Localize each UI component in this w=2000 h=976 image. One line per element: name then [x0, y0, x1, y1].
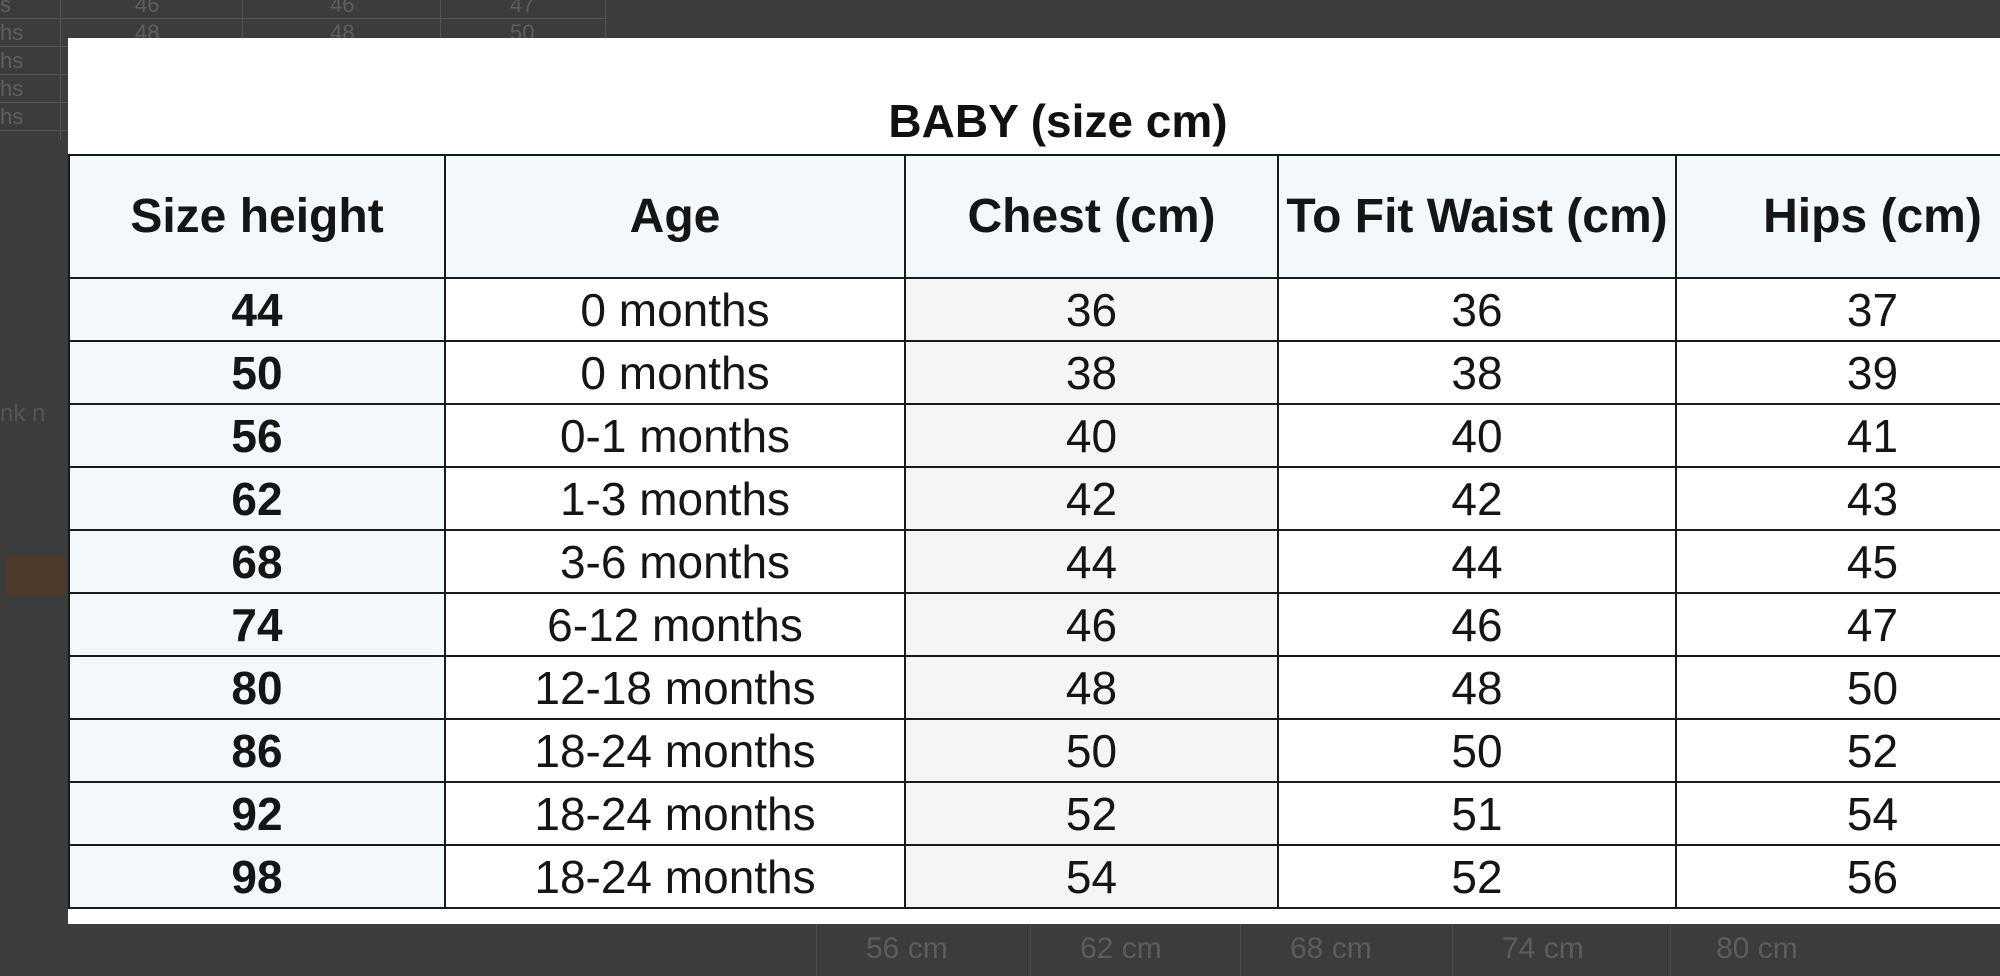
- background-divider: [1240, 924, 1241, 976]
- size-chart-modal: BABY (size cm) Size height Age Chest (cm…: [68, 38, 2000, 924]
- background-table-row: s 46 46 47: [0, 0, 606, 19]
- table-row: 50 0 months 38 38 39: [68, 340, 2000, 405]
- background-cell: 68 cm: [1290, 932, 1372, 965]
- cell-age: 12-18 months: [444, 655, 906, 720]
- background-cell: s: [0, 0, 11, 17]
- table-header-row: Size height Age Chest (cm) To Fit Waist …: [68, 154, 2000, 279]
- cell-waist: 38: [1277, 340, 1677, 405]
- cell-chest: 52: [904, 781, 1279, 846]
- cell-size: 80: [68, 655, 446, 720]
- background-cell: 46: [330, 0, 355, 17]
- background-cell: 56 cm: [866, 932, 948, 965]
- cell-waist: 42: [1277, 466, 1677, 531]
- background-text: nk n: [0, 400, 46, 427]
- cell-chest: 46: [904, 592, 1279, 657]
- header-hips: Hips (cm): [1675, 154, 2000, 279]
- cell-waist: 44: [1277, 529, 1677, 594]
- table-row: 86 18-24 months 50 50 52: [68, 718, 2000, 783]
- cell-age: 0 months: [444, 340, 906, 405]
- cell-hips: 37: [1675, 277, 2000, 342]
- cell-chest: 36: [904, 277, 1279, 342]
- cell-waist: 51: [1277, 781, 1677, 846]
- cell-hips: 52: [1675, 718, 2000, 783]
- cell-hips: 47: [1675, 592, 2000, 657]
- background-divider: [1670, 924, 1671, 976]
- cell-age: 0 months: [444, 277, 906, 342]
- cell-chest: 40: [904, 403, 1279, 468]
- size-chart-table: Size height Age Chest (cm) To Fit Waist …: [68, 154, 2000, 909]
- cell-hips: 54: [1675, 781, 2000, 846]
- cell-waist: 48: [1277, 655, 1677, 720]
- cell-hips: 43: [1675, 466, 2000, 531]
- background-cell: 47: [510, 0, 535, 17]
- cell-size: 50: [68, 340, 446, 405]
- cell-chest: 54: [904, 844, 1279, 909]
- cell-chest: 42: [904, 466, 1279, 531]
- cell-waist: 40: [1277, 403, 1677, 468]
- cell-waist: 50: [1277, 718, 1677, 783]
- cell-age: 18-24 months: [444, 844, 906, 909]
- cell-size: 68: [68, 529, 446, 594]
- background-cell: hs: [0, 76, 24, 101]
- background-cell: 46: [135, 0, 160, 17]
- background-cell: hs: [0, 20, 24, 45]
- header-chest: Chest (cm): [904, 154, 1279, 279]
- cell-age: 0-1 months: [444, 403, 906, 468]
- cell-chest: 50: [904, 718, 1279, 783]
- cell-chest: 38: [904, 340, 1279, 405]
- header-size-height: Size height: [68, 154, 446, 279]
- background-cell: 74 cm: [1502, 932, 1584, 965]
- background-cell: 80 cm: [1716, 932, 1798, 965]
- background-divider: [816, 924, 817, 976]
- cell-waist: 36: [1277, 277, 1677, 342]
- background-size-row: 56 cm 62 cm 68 cm 74 cm 80 cm: [740, 924, 2000, 976]
- background-divider: [1030, 924, 1031, 976]
- table-row: 92 18-24 months 52 51 54: [68, 781, 2000, 846]
- cell-hips: 39: [1675, 340, 2000, 405]
- table-row: 74 6-12 months 46 46 47: [68, 592, 2000, 657]
- cell-waist: 46: [1277, 592, 1677, 657]
- cell-age: 18-24 months: [444, 781, 906, 846]
- background-cell: hs: [0, 48, 24, 73]
- size-chart-title: BABY (size cm): [888, 95, 1228, 147]
- cell-hips: 50: [1675, 655, 2000, 720]
- cell-waist: 52: [1277, 844, 1677, 909]
- cell-chest: 48: [904, 655, 1279, 720]
- table-row: 56 0-1 months 40 40 41: [68, 403, 2000, 468]
- background-divider: [60, 0, 61, 140]
- header-age: Age: [444, 154, 906, 279]
- cell-age: 6-12 months: [444, 592, 906, 657]
- cell-size: 86: [68, 718, 446, 783]
- cell-size: 92: [68, 781, 446, 846]
- table-row: 68 3-6 months 44 44 45: [68, 529, 2000, 594]
- cell-size: 62: [68, 466, 446, 531]
- header-waist: To Fit Waist (cm): [1277, 154, 1677, 279]
- cell-chest: 44: [904, 529, 1279, 594]
- background-button: [6, 556, 66, 596]
- background-cell: 62 cm: [1080, 932, 1162, 965]
- table-row: 98 18-24 months 54 52 56: [68, 844, 2000, 909]
- background-cell: hs: [0, 104, 24, 129]
- table-row: 80 12-18 months 48 48 50: [68, 655, 2000, 720]
- table-row: 44 0 months 36 36 37: [68, 277, 2000, 342]
- table-row: 62 1-3 months 42 42 43: [68, 466, 2000, 531]
- cell-hips: 45: [1675, 529, 2000, 594]
- cell-age: 18-24 months: [444, 718, 906, 783]
- cell-size: 98: [68, 844, 446, 909]
- cell-age: 3-6 months: [444, 529, 906, 594]
- cell-hips: 41: [1675, 403, 2000, 468]
- cell-hips: 56: [1675, 844, 2000, 909]
- cell-age: 1-3 months: [444, 466, 906, 531]
- cell-size: 56: [68, 403, 446, 468]
- cell-size: 44: [68, 277, 446, 342]
- cell-size: 74: [68, 592, 446, 657]
- background-divider: [1452, 924, 1453, 976]
